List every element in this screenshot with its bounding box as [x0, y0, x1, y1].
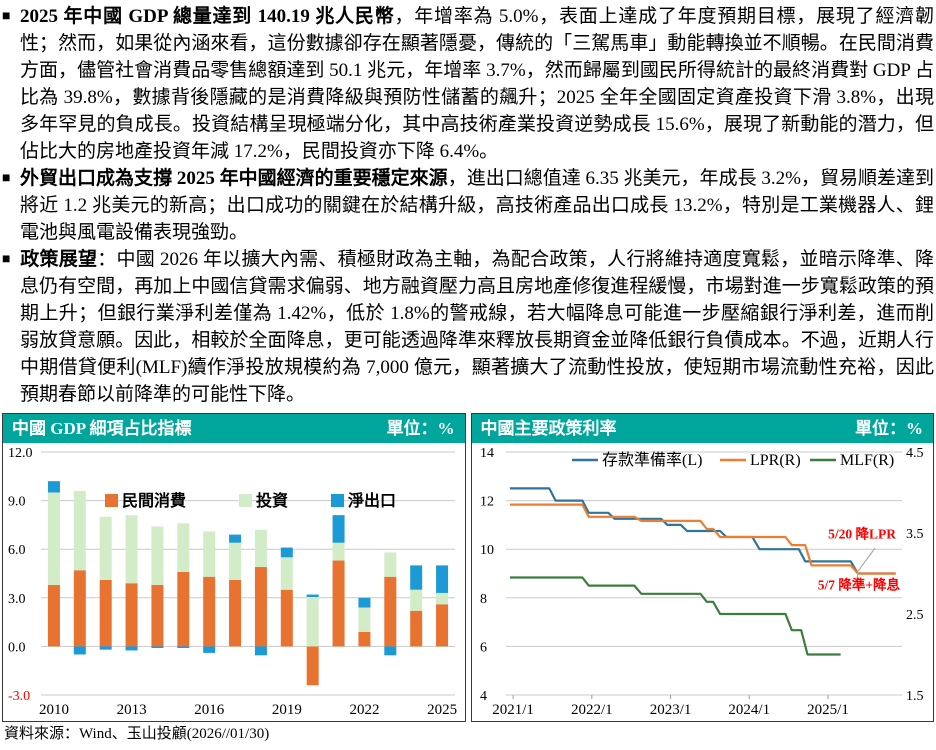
gdp-contribution-bar-chart: 12.0 9.0 6.0 3.0 0.0 -3.0 2010 2013 2016 2019 2022… [8, 446, 457, 718]
svg-text:1.5: 1.5 [906, 689, 924, 704]
rates-chart-header: 中國主要政策利率 單位：% [471, 414, 933, 443]
policy-rates-line-chart: 14 12 10 8 6 4 4.5 3.5 2.5 1.5 2021/1 2022/1 2023/1 2… [480, 446, 924, 718]
svg-text:9.0: 9.0 [8, 495, 26, 510]
svg-text:3.0: 3.0 [8, 592, 26, 607]
svg-text:民間消費: 民間消費 [122, 491, 186, 510]
svg-text:存款準備率(L): 存款準備率(L) [602, 451, 702, 469]
svg-text:2025: 2025 [427, 702, 457, 718]
svg-text:4: 4 [480, 689, 487, 704]
bullet-body-text: ：中國 2026 年以擴大內需、積極財政為主軸，為配合政策，人行將維持適度寬鬆，… [20, 249, 934, 405]
bullet-square-icon: ■ [2, 9, 11, 24]
svg-text:2010: 2010 [39, 702, 69, 718]
bullet-bold-lead: 2025 年中國 GDP 總量達到 140.19 兆人民幣 [20, 6, 395, 27]
rates-chart-title: 中國主要政策利率 [480, 419, 617, 438]
svg-text:5/20 降LPR: 5/20 降LPR [828, 525, 896, 541]
svg-text:MLF(R): MLF(R) [840, 452, 894, 469]
bullet-square-icon: ■ [2, 171, 11, 186]
svg-text:-3.0: -3.0 [8, 689, 30, 704]
bullet-bold-lead: 外貿出口成為支撐 2025 年中國經濟的重要穩定來源 [20, 168, 448, 189]
svg-text:12: 12 [480, 495, 494, 510]
svg-text:淨出口: 淨出口 [348, 491, 396, 510]
svg-text:2025/1: 2025/1 [807, 702, 849, 718]
svg-text:投資: 投資 [256, 491, 288, 510]
gdp-contribution-chart-panel: 中國 GDP 細項占比指標 單位：% 12.0 9.0 6.0 3.0 0.0 -3.0 2… [2, 413, 466, 722]
bullet-paragraph-gdp: ■ 2025 年中國 GDP 總量達到 140.19 兆人民幣，年增率為 5.0%… [2, 3, 934, 165]
svg-text:LPR(R): LPR(R) [750, 452, 801, 469]
policy-rates-chart-panel: 中國主要政策利率 單位：% 14 12 10 8 6 4 4.5 3.5 2.5 1.5 2021/… [470, 413, 934, 722]
svg-text:3.5: 3.5 [906, 527, 924, 542]
bullet-paragraph-trade: ■ 外貿出口成為支撐 2025 年中國經濟的重要穩定來源，進出口總值達 6.35 … [2, 165, 934, 246]
gdp-chart-unit-label: 單位：% [386, 419, 455, 438]
svg-text:5/7 降準+降息: 5/7 降準+降息 [817, 576, 900, 592]
svg-text:2023/1: 2023/1 [649, 702, 691, 718]
svg-text:6: 6 [480, 640, 487, 655]
svg-text:2.5: 2.5 [906, 608, 924, 623]
bullet-body-text: ，進出口總值達 6.35 兆美元，年成長 3.2%，貿易順差達到將近 1.2 兆… [20, 168, 934, 243]
svg-text:2016: 2016 [194, 702, 225, 718]
svg-text:2019: 2019 [272, 702, 302, 718]
svg-text:2022: 2022 [349, 702, 379, 718]
bullet-body-text: ，年增率為 5.0%，表面上達成了年度預期目標，展現了經濟韌性；然而，如果從內涵… [20, 6, 934, 162]
svg-text:2013: 2013 [117, 702, 147, 718]
svg-text:4.5: 4.5 [906, 446, 924, 461]
svg-text:10: 10 [480, 543, 494, 558]
svg-text:2022/1: 2022/1 [570, 702, 612, 718]
rates-chart-unit-label: 單位：% [855, 419, 923, 438]
source-note: 資料來源：Wind、玉山投顧(2026//01/30) [4, 726, 270, 742]
charts-row: 中國 GDP 細項占比指標 單位：% 12.0 9.0 6.0 3.0 0.0 -3.0 2… [0, 413, 936, 722]
svg-text:2024/1: 2024/1 [728, 702, 770, 718]
svg-text:2021/1: 2021/1 [492, 702, 534, 718]
svg-text:12.0: 12.0 [8, 446, 33, 461]
svg-text:0.0: 0.0 [8, 640, 26, 655]
bullet-bold-lead: 政策展望 [20, 249, 98, 270]
gdp-chart-header: 中國 GDP 細項占比指標 單位：% [3, 414, 465, 443]
svg-text:6.0: 6.0 [8, 543, 26, 558]
svg-text:8: 8 [480, 592, 487, 607]
bullet-paragraph-policy: ■ 政策展望：中國 2026 年以擴大內需、積極財政為主軸，為配合政策，人行將維持… [2, 246, 934, 408]
analysis-text-block: ■ 2025 年中國 GDP 總量達到 140.19 兆人民幣，年增率為 5.0%… [2, 3, 934, 408]
bullet-square-icon: ■ [2, 252, 11, 267]
svg-text:14: 14 [480, 446, 494, 461]
gdp-chart-title: 中國 GDP 細項占比指標 [12, 419, 192, 438]
